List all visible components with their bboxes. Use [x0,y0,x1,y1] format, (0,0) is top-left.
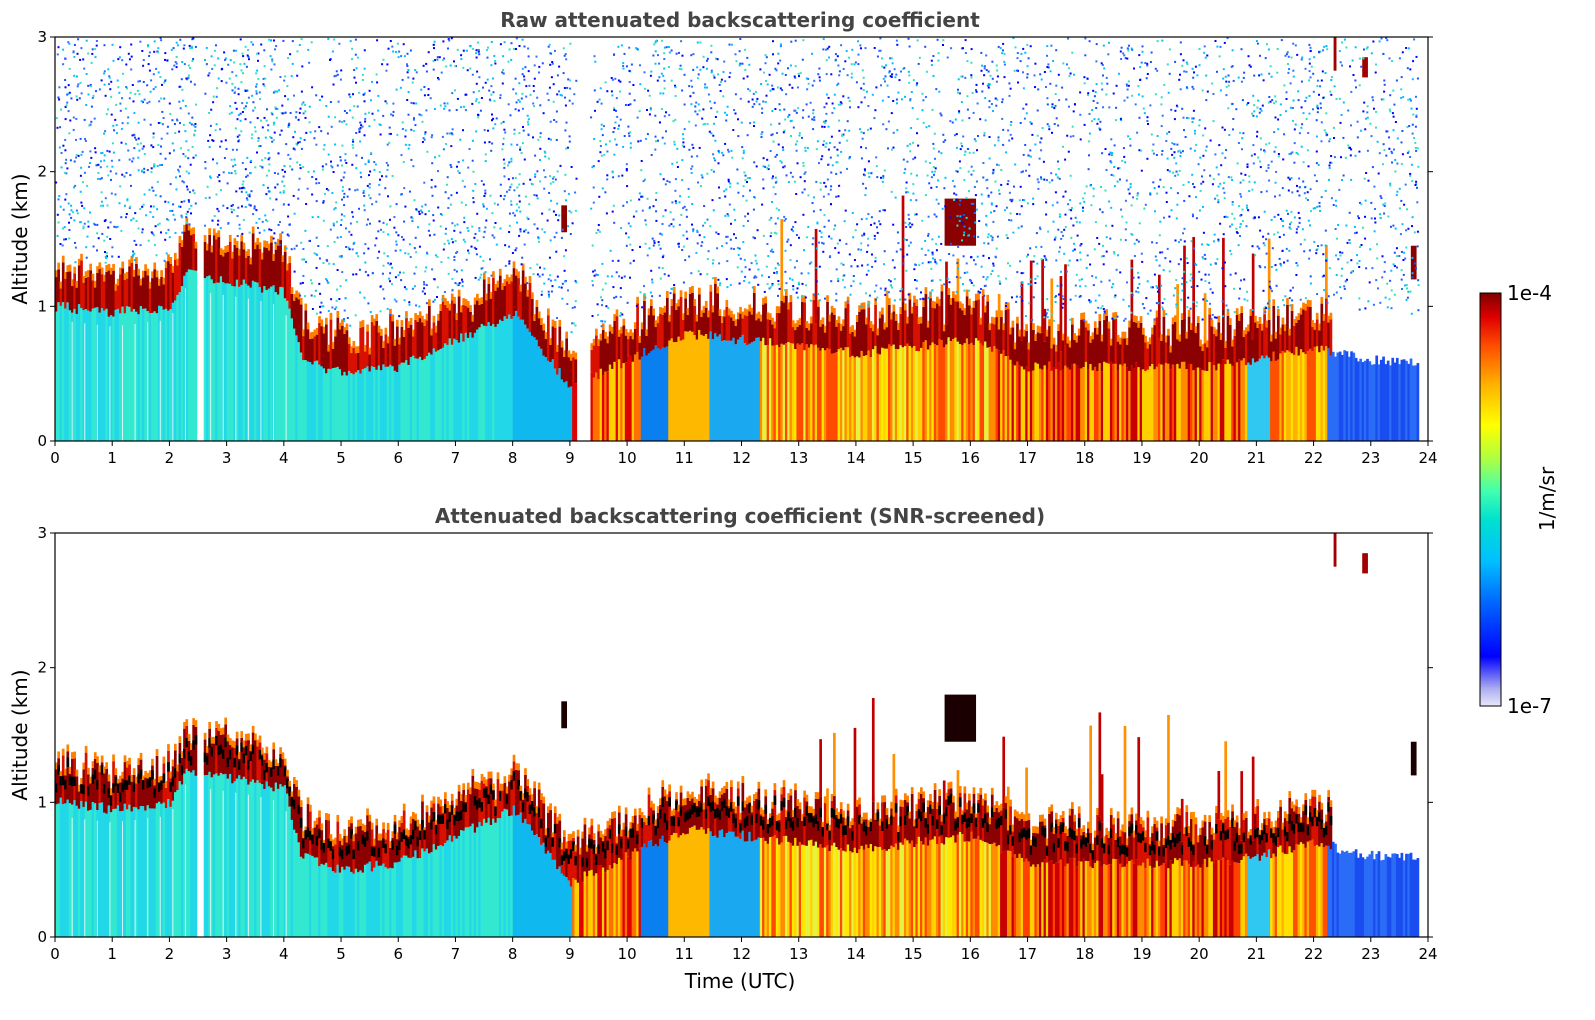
y-tick-label: 0 [37,432,47,450]
x-tick-label: 13 [789,945,808,963]
x-tick-label: 19 [1132,945,1151,963]
x-tick-label: 10 [618,449,637,467]
x-tick-label: 1 [107,449,117,467]
panel-title: Raw attenuated backscattering coefficien… [500,8,980,32]
x-tick-label: 24 [1418,945,1437,963]
panel-title: Attenuated backscattering coefficient (S… [435,504,1045,528]
x-tick-label: 24 [1418,449,1437,467]
x-tick-label: 14 [846,945,865,963]
x-tick-label: 15 [904,945,923,963]
x-tick-label: 18 [1075,945,1094,963]
x-tick-label: 17 [1018,945,1037,963]
x-tick-label: 23 [1361,449,1380,467]
y-tick-label: 3 [37,524,47,542]
x-tick-label: 12 [732,449,751,467]
x-tick-label: 6 [393,449,403,467]
x-tick-label: 2 [165,945,175,963]
x-tick-label: 22 [1304,945,1323,963]
x-tick-label: 11 [675,945,694,963]
x-tick-label: 0 [50,449,60,467]
x-tick-label: 0 [50,945,60,963]
y-tick-label: 0 [37,928,47,946]
y-axis-label: Altitude (km) [8,669,32,800]
x-ticks: 0 1 2 3 4 5 6 7 8 9 10 11 12 13 14 15 16 17 18 19 20 21 22 23 24 [50,441,1438,467]
x-tick-label: 14 [846,449,865,467]
x-tick-label: 16 [961,945,980,963]
x-tick-label: 19 [1132,449,1151,467]
x-tick-label: 12 [732,945,751,963]
y-tick-label: 2 [37,163,47,181]
x-tick-label: 5 [336,945,346,963]
x-tick-label: 10 [618,945,637,963]
x-tick-label: 20 [1190,449,1209,467]
x-tick-label: 21 [1247,449,1266,467]
x-tick-label: 5 [336,449,346,467]
x-tick-label: 16 [961,449,980,467]
x-ticks: 0 1 2 3 4 5 6 7 8 9 10 11 12 13 14 15 16 17 18 19 20 21 22 23 24 [50,937,1438,963]
y-tick-label: 3 [37,28,47,46]
x-tick-label: 8 [508,945,518,963]
y-tick-label: 2 [37,659,47,677]
x-tick-label: 21 [1247,945,1266,963]
x-tick-label: 4 [279,449,289,467]
x-tick-label: 18 [1075,449,1094,467]
colorbar: 1e-4 1e-7 1/m/sr [1479,281,1559,718]
panel-raw: Raw attenuated backscattering coefficien… [8,8,1438,467]
x-axis-label: Time (UTC) [684,969,796,993]
x-tick-label: 11 [675,449,694,467]
x-tick-label: 22 [1304,449,1323,467]
y-tick-label: 1 [37,297,47,315]
y-ticks: 0 1 2 3 [37,28,1433,450]
x-tick-label: 7 [451,945,461,963]
x-tick-label: 9 [565,449,575,467]
heatmap-raw [55,37,1420,441]
colorbar-min-label: 1e-7 [1507,694,1552,718]
x-tick-label: 6 [393,945,403,963]
x-tick-label: 7 [451,449,461,467]
x-tick-label: 8 [508,449,518,467]
y-ticks: 0 1 2 3 [37,524,1433,946]
x-tick-label: 9 [565,945,575,963]
x-tick-label: 3 [222,449,232,467]
x-tick-label: 20 [1190,945,1209,963]
x-tick-label: 3 [222,945,232,963]
y-tick-label: 1 [37,793,47,811]
x-tick-label: 15 [904,449,923,467]
x-tick-label: 23 [1361,945,1380,963]
colorbar-unit-label: 1/m/sr [1535,466,1559,531]
x-tick-label: 1 [107,945,117,963]
colorbar-gradient [1479,292,1502,707]
y-axis-label: Altitude (km) [8,173,32,304]
x-tick-label: 13 [789,449,808,467]
heatmap-snr-screened [55,533,1420,937]
panel-snr-screened: Attenuated backscattering coefficient (S… [8,504,1438,993]
colorbar-max-label: 1e-4 [1507,281,1552,305]
x-tick-label: 4 [279,945,289,963]
x-tick-label: 17 [1018,449,1037,467]
x-tick-label: 2 [165,449,175,467]
